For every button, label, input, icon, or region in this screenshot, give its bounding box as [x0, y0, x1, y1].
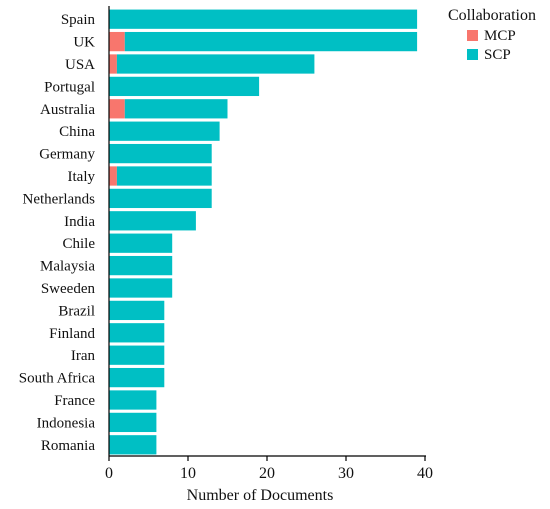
bar-scp-china: [109, 121, 220, 141]
legend-title: Collaboration: [448, 7, 536, 24]
bar-scp-spain: [109, 9, 418, 29]
legend: Collaboration MCP SCP: [448, 7, 536, 63]
category-label: Germany: [39, 147, 95, 163]
category-label: Chile: [63, 236, 96, 252]
bar-scp-germany: [109, 143, 212, 164]
legend-label-scp: SCP: [484, 47, 511, 63]
category-label: UK: [73, 35, 95, 51]
bar-mcp-usa: [109, 54, 117, 74]
category-label: Iran: [71, 348, 96, 364]
bar-scp-iran: [109, 345, 165, 365]
x-axis-ticks: 0 10 20 30 40: [105, 456, 433, 482]
category-label: Spain: [61, 12, 96, 28]
category-label: South Africa: [19, 371, 96, 387]
bar-scp-india: [109, 211, 196, 231]
legend-swatch-scp: [467, 49, 478, 60]
category-label: Netherlands: [23, 191, 96, 207]
legend-label-mcp: MCP: [484, 28, 516, 44]
category-label: Australia: [40, 102, 95, 118]
bars-layer: [109, 9, 418, 455]
bar-scp-finland: [109, 323, 165, 343]
category-label: Indonesia: [37, 415, 96, 431]
category-labels: Spain UK USA Portugal Australia China Germany I…: [19, 12, 96, 454]
bar-scp-south-africa: [109, 367, 165, 388]
bar-scp-usa: [116, 54, 315, 74]
x-axis-title: Number of Documents: [187, 487, 334, 504]
x-tick-label: 40: [417, 465, 433, 482]
x-tick-label: 20: [259, 465, 275, 482]
category-label: Portugal: [44, 79, 95, 95]
bar-scp-uk: [124, 31, 418, 52]
bar-mcp-australia: [109, 99, 125, 119]
bar-scp-france: [109, 390, 157, 410]
category-label: India: [64, 214, 95, 230]
bar-scp-brazil: [109, 300, 165, 321]
bar-scp-italy: [116, 166, 212, 186]
bar-scp-portugal: [109, 76, 260, 97]
bar-scp-malaysia: [109, 255, 173, 276]
legend-items: MCP SCP: [467, 28, 516, 63]
legend-swatch-mcp: [467, 30, 478, 41]
category-label: Malaysia: [40, 259, 95, 275]
category-label: USA: [65, 57, 95, 73]
bar-scp-australia: [124, 99, 228, 119]
bar-scp-chile: [109, 233, 173, 253]
x-tick-label: 0: [105, 465, 113, 482]
category-label: Italy: [68, 169, 96, 185]
bar-scp-netherlands: [109, 188, 212, 209]
category-label: Romania: [41, 438, 95, 454]
x-tick-label: 30: [338, 465, 354, 482]
category-label: France: [54, 393, 95, 409]
category-label: China: [59, 124, 95, 140]
bar-scp-sweeden: [109, 278, 173, 298]
bar-scp-romania: [109, 435, 157, 455]
category-label: Brazil: [58, 303, 95, 319]
bar-scp-indonesia: [109, 412, 157, 433]
bar-mcp-uk: [109, 31, 125, 52]
x-tick-label: 10: [180, 465, 196, 482]
bar-mcp-italy: [109, 166, 117, 186]
category-label: Sweeden: [41, 281, 96, 297]
category-label: Finland: [49, 326, 95, 342]
